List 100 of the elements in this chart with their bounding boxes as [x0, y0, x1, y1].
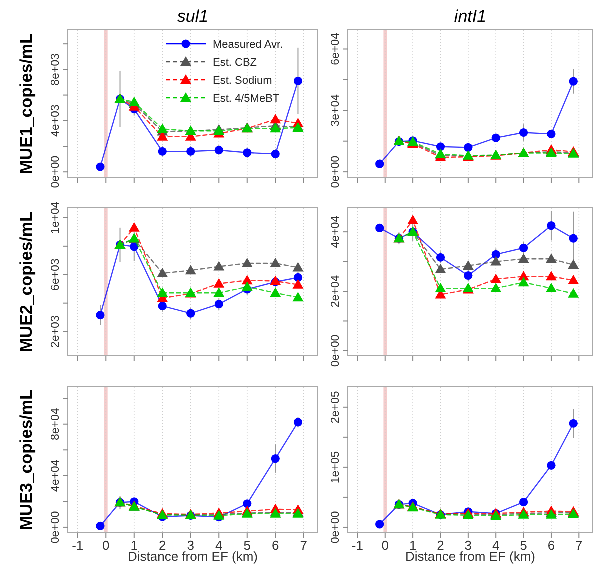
point — [546, 254, 557, 264]
chart-title: intI1 — [454, 7, 487, 26]
point — [462, 260, 474, 270]
point — [436, 253, 446, 262]
point — [271, 454, 280, 464]
y-tick-label: 2e+05 — [330, 391, 342, 424]
legend-label: Est. Sodium — [213, 75, 272, 87]
point — [547, 461, 556, 470]
point — [270, 258, 282, 268]
legend-label: Measured Avr. — [213, 39, 284, 51]
point — [519, 498, 528, 507]
point — [271, 150, 280, 158]
y-tick-label: 8e+04 — [50, 408, 62, 441]
point — [214, 146, 224, 155]
point — [518, 254, 530, 264]
point — [568, 275, 580, 285]
point — [546, 283, 557, 293]
point — [569, 234, 578, 243]
point — [376, 224, 384, 233]
y-tick-label: 0e+00 — [330, 511, 342, 544]
point — [408, 214, 419, 224]
point — [547, 130, 556, 138]
point — [186, 309, 196, 318]
y-axis-title: MUE3_copies/mL — [17, 390, 36, 530]
y-tick-label: 4e+04 — [330, 215, 342, 248]
x-tick-label: -1 — [352, 538, 364, 553]
y-tick-label: 1e+05 — [330, 451, 342, 484]
y-tick-label: 8e+03 — [50, 54, 62, 86]
point — [158, 302, 167, 310]
point — [436, 142, 446, 152]
point — [270, 288, 282, 298]
y-tick-label: 0e+00 — [330, 156, 342, 188]
point — [270, 114, 282, 124]
point — [243, 500, 252, 508]
point — [292, 279, 304, 289]
x-tick-label: 0 — [382, 538, 389, 553]
point — [490, 274, 502, 284]
point — [294, 418, 303, 427]
point — [569, 77, 578, 86]
point — [214, 300, 224, 309]
point — [214, 288, 225, 298]
point — [547, 222, 556, 230]
point — [518, 277, 530, 287]
point — [270, 123, 282, 133]
y-tick-label: 0e+00 — [50, 156, 62, 188]
point — [158, 147, 167, 156]
point — [294, 273, 303, 282]
y-tick-label: 6e+04 — [330, 32, 342, 66]
y-tick-label: 0e+00 — [50, 511, 62, 544]
point — [186, 147, 196, 156]
y-tick-label: 4e+04 — [50, 459, 62, 492]
point — [242, 258, 253, 268]
y-tick-label: 0e+00 — [330, 334, 342, 368]
point — [157, 288, 168, 298]
point — [464, 143, 473, 152]
point — [376, 160, 384, 168]
point — [294, 76, 303, 86]
point — [519, 128, 528, 138]
point — [492, 250, 500, 259]
point — [435, 283, 446, 293]
point — [492, 134, 500, 142]
point — [292, 262, 304, 272]
y-axis-title: MUE1_copies/mL — [17, 34, 36, 174]
point — [96, 522, 105, 530]
point — [185, 265, 196, 275]
legend-label: Est. 4/5MeBT — [213, 93, 280, 105]
point — [292, 292, 304, 302]
y-tick-label: 1e+04 — [50, 201, 62, 234]
point — [568, 260, 580, 270]
x-tick-label: 6 — [548, 538, 556, 553]
point — [519, 244, 528, 252]
legend-label: Est. CBZ — [213, 57, 258, 69]
point — [157, 124, 168, 134]
point — [376, 520, 384, 529]
point — [490, 256, 502, 266]
chart-title: sul1 — [177, 7, 209, 26]
point — [157, 268, 168, 278]
x-tick-label: 6 — [272, 538, 280, 553]
y-tick-label: 4e+03 — [50, 104, 62, 138]
point — [128, 222, 140, 232]
point — [546, 271, 557, 281]
point — [242, 282, 253, 292]
point — [464, 271, 473, 280]
x-tick-label: 7 — [576, 538, 583, 553]
point — [214, 278, 225, 288]
y-tick-label: 2e+03 — [50, 316, 62, 348]
point — [490, 283, 502, 293]
point — [214, 261, 225, 271]
x-tick-label: 0 — [102, 538, 110, 553]
point — [96, 311, 105, 320]
point — [243, 148, 252, 158]
point — [569, 419, 578, 428]
y-tick-label: 3e+04 — [330, 94, 342, 127]
y-tick-label: 6e+03 — [50, 258, 62, 292]
y-tick-label: 2e+04 — [330, 274, 342, 308]
point — [568, 288, 580, 298]
x-tick-label: 7 — [300, 538, 308, 553]
x-tick-label: -1 — [72, 538, 84, 553]
y-axis-title: MUE2_copies/mL — [17, 212, 36, 352]
point — [96, 162, 105, 172]
